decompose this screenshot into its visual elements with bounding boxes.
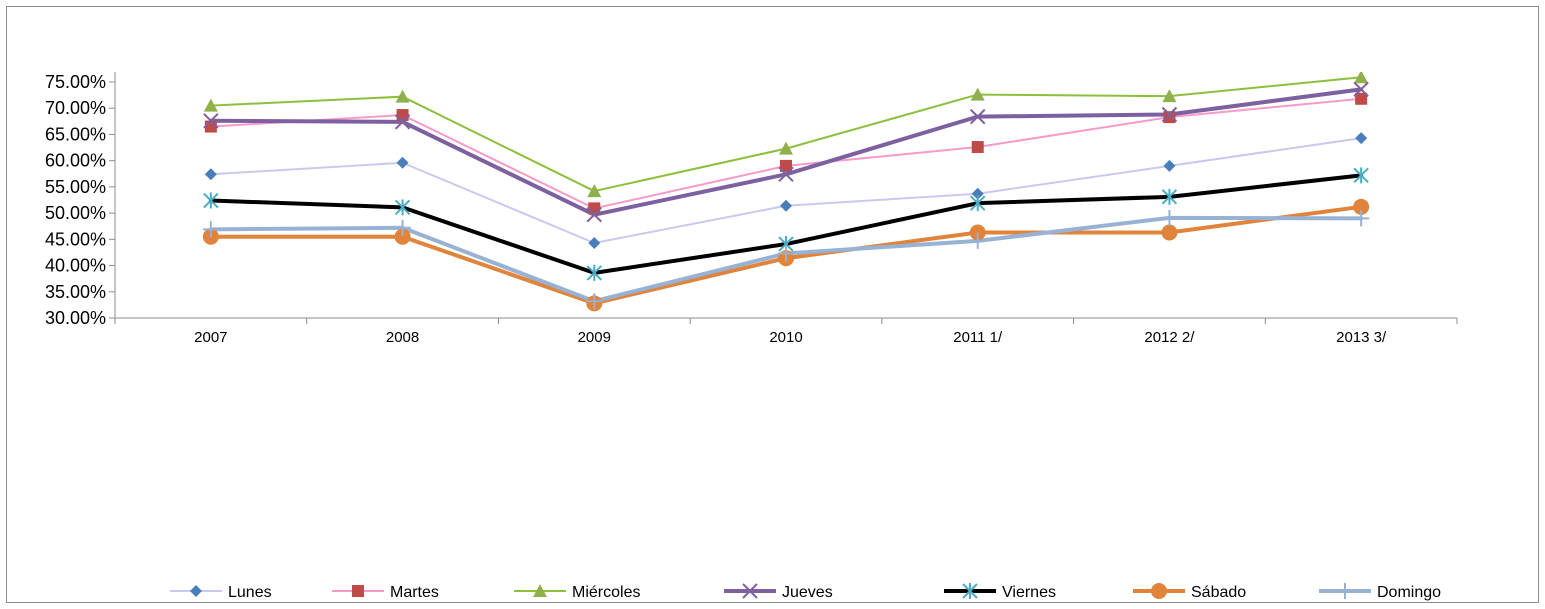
data-point xyxy=(588,202,601,215)
legend-label: Domingo xyxy=(1377,584,1441,601)
data-point xyxy=(1161,188,1178,205)
y-tick-label: 35.00% xyxy=(45,282,106,302)
data-point xyxy=(1355,132,1368,145)
y-tick-label: 55.00% xyxy=(45,177,106,197)
data-point xyxy=(588,237,601,250)
data-point xyxy=(1161,224,1178,241)
data-point xyxy=(780,159,792,172)
y-tick-label: 65.00% xyxy=(45,124,106,144)
data-point xyxy=(1353,198,1370,215)
data-point xyxy=(969,232,986,249)
legend-item: Domingo xyxy=(1319,583,1441,601)
legend-marker xyxy=(962,583,978,599)
x-tick-label: 2008 xyxy=(386,329,419,346)
data-point xyxy=(778,166,794,183)
data-point xyxy=(396,109,409,122)
data-point xyxy=(1354,72,1369,84)
x-tick-label: 2013 3/ xyxy=(1336,329,1387,346)
legend-item: Viernes xyxy=(944,583,1056,601)
legend-item: Sábado xyxy=(1133,583,1246,601)
data-point xyxy=(1163,111,1176,124)
data-point xyxy=(394,199,411,216)
legend-label: Sábado xyxy=(1191,584,1246,601)
legend-item: Jueves xyxy=(724,583,833,601)
data-point xyxy=(202,221,219,238)
data-point xyxy=(779,141,793,155)
data-point xyxy=(971,141,984,154)
y-tick-label: 70.00% xyxy=(45,98,106,118)
x-tick-label: 2009 xyxy=(578,329,611,346)
data-point xyxy=(203,113,219,129)
data-point xyxy=(970,87,985,101)
data-point xyxy=(204,120,217,133)
data-point xyxy=(1163,159,1176,172)
data-point xyxy=(1161,106,1178,123)
legend-marker xyxy=(1151,583,1167,599)
data-point xyxy=(1353,81,1369,98)
y-tick-label: 50.00% xyxy=(45,203,106,223)
data-point xyxy=(1353,167,1369,184)
legend-label: Martes xyxy=(390,584,439,601)
data-point xyxy=(1355,92,1368,105)
data-point xyxy=(587,184,602,198)
legend-item: Miércoles xyxy=(514,584,640,601)
x-tick-label: 2012 2/ xyxy=(1144,329,1195,346)
y-tick-label: 75.00% xyxy=(45,72,106,92)
data-point xyxy=(586,293,603,310)
legend-item: Lunes xyxy=(170,584,272,601)
x-tick-label: 2011 1/ xyxy=(953,329,1003,346)
y-tick-label: 45.00% xyxy=(45,229,106,249)
x-tick-label: 2007 xyxy=(194,329,227,346)
legend-marker xyxy=(533,584,547,597)
y-tick-label: 30.00% xyxy=(45,308,106,328)
legend-label: Lunes xyxy=(228,584,272,601)
series-lines xyxy=(208,76,1364,306)
data-point xyxy=(971,187,984,200)
legend-label: Jueves xyxy=(782,584,833,601)
legend-marker xyxy=(190,585,202,597)
data-point xyxy=(780,199,792,212)
data-point xyxy=(970,195,986,212)
data-point xyxy=(969,224,986,241)
data-point xyxy=(394,219,411,236)
data-point xyxy=(394,114,411,130)
legend-label: Miércoles xyxy=(572,584,640,601)
x-tick-label: 2010 xyxy=(769,329,802,346)
data-point xyxy=(970,108,986,125)
data-point xyxy=(1162,89,1177,103)
data-point xyxy=(396,156,409,169)
legend: Lunes Martes Miércoles Jueves Viernes Sábado D… xyxy=(170,583,1441,601)
legend-label: Viernes xyxy=(1002,584,1056,601)
axes: 30.00% 35.00% 40.00% 45.00% 50.00% 55.00% 60.0… xyxy=(45,72,1458,346)
legend-item: Martes xyxy=(332,584,439,601)
data-point xyxy=(395,89,410,103)
legend-marker xyxy=(352,585,364,597)
legend-marker xyxy=(742,583,758,599)
data-point xyxy=(586,264,602,281)
data-point xyxy=(586,206,602,223)
data-point xyxy=(203,98,218,112)
data-point xyxy=(394,228,411,245)
data-point xyxy=(778,245,794,262)
data-point xyxy=(1161,209,1178,226)
data-point xyxy=(1353,210,1370,227)
y-tick-label: 40.00% xyxy=(45,256,106,276)
y-tick-label: 60.00% xyxy=(45,151,106,171)
data-point xyxy=(204,168,217,181)
legend-marker xyxy=(1337,583,1353,599)
series-markers xyxy=(202,72,1370,312)
data-point xyxy=(203,192,219,209)
